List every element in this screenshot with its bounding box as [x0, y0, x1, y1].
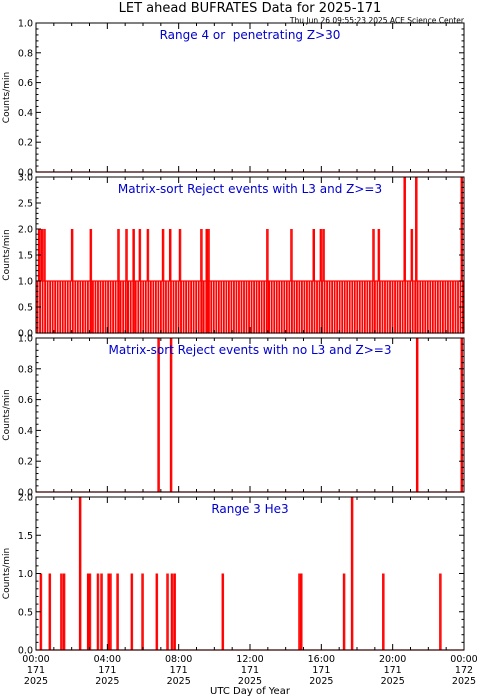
- y-axis-label: Counts/min: [2, 229, 12, 280]
- x-tick-time: 16:00: [308, 654, 335, 665]
- x-tick-time: 08:00: [165, 654, 192, 665]
- panel-title: Range 4 or penetrating Z>30: [160, 28, 341, 42]
- x-tick-year: 2025: [95, 676, 119, 687]
- y-tick-label: 1.0: [18, 19, 33, 30]
- y-tick-label: 1.0: [18, 569, 33, 580]
- x-tick-time: 00:00: [22, 654, 49, 665]
- x-tick-year: 2025: [309, 676, 333, 687]
- x-tick-doy: 171: [27, 665, 45, 676]
- y-tick-label: 0.0: [18, 168, 33, 179]
- y-tick-label: 0.5: [18, 607, 33, 618]
- x-tick-year: 2025: [452, 676, 476, 687]
- panel-2: 0.0 0.5 1.0 1.5 2.0 2.5 3.0 Counts/min Matrix-so…: [2, 173, 465, 340]
- y-tick-label: 0.4: [18, 108, 33, 119]
- y-tick-label: 1.5: [18, 531, 33, 542]
- panel-1: 0.0 0.2 0.4 0.6 0.8 1.0 Counts/min Range 4 or p…: [2, 19, 465, 179]
- x-tick-year: 2025: [381, 676, 405, 687]
- y-tick-label: 2.5: [18, 199, 33, 210]
- x-axis-label: UTC Day of Year: [210, 686, 291, 697]
- y-tick-label: 0.6: [18, 78, 33, 89]
- x-tick-doy: 171: [312, 665, 330, 676]
- x-tick-year: 2025: [238, 676, 262, 687]
- x-tick-doy: 172: [455, 665, 473, 676]
- x-tick-doy: 171: [384, 665, 402, 676]
- y-axis-label: Counts/min: [2, 548, 12, 599]
- y-tick-label: 0.8: [18, 48, 33, 59]
- x-tick-year: 2025: [167, 676, 191, 687]
- panel-3: 0.0 0.2 0.4 0.6 0.8 1.0 Counts/min Matrix-sort …: [2, 334, 465, 499]
- y-tick-label: 2.0: [18, 493, 33, 504]
- y-tick-label: 0.4: [18, 426, 33, 437]
- y-tick-label: 3.0: [18, 173, 33, 184]
- y-tick-label: 0.8: [18, 364, 33, 375]
- x-tick-year: 2025: [24, 676, 48, 687]
- y-tick-label: 0.2: [18, 138, 33, 149]
- y-tick-label: 0.2: [18, 457, 33, 468]
- x-tick-doy: 171: [170, 665, 188, 676]
- x-tick-time: 04:00: [94, 654, 121, 665]
- y-tick-label: 0.5: [18, 303, 33, 314]
- panel-title: Matrix-sort Reject events with no L3 and…: [109, 343, 392, 357]
- generation-timestamp: Thu Jun 26 09:55:23 2025 ACE Science Cen…: [289, 16, 465, 25]
- x-tick-doy: 171: [241, 665, 259, 676]
- chart-title: LET ahead BUFRATES Data for 2025-171: [119, 1, 382, 16]
- x-tick-time: 12:00: [236, 654, 263, 665]
- y-tick-label: 1.5: [18, 251, 33, 262]
- y-axis-label: Counts/min: [2, 389, 12, 440]
- y-tick-label: 1.0: [18, 334, 33, 345]
- y-tick-label: 0.0: [18, 488, 33, 499]
- panel-title: Range 3 He3: [211, 502, 288, 516]
- y-tick-label: 1.0: [18, 277, 33, 288]
- y-tick-label: 0.0: [18, 646, 33, 657]
- panel-4: 0.0 0.5 1.0 1.5 2.0 Counts/min Range 3 He3: [2, 493, 465, 657]
- y-tick-label: 0.6: [18, 395, 33, 406]
- x-tick-time: 00:00: [450, 654, 477, 665]
- x-tick-doy: 171: [98, 665, 116, 676]
- panel-title: Matrix-sort Reject events with L3 and Z>…: [118, 182, 382, 196]
- data-trace: [36, 280, 464, 334]
- y-tick-label: 2.0: [18, 225, 33, 236]
- y-axis-label: Counts/min: [2, 72, 12, 123]
- y-tick-label: 0.0: [18, 329, 33, 340]
- x-tick-time: 20:00: [379, 654, 406, 665]
